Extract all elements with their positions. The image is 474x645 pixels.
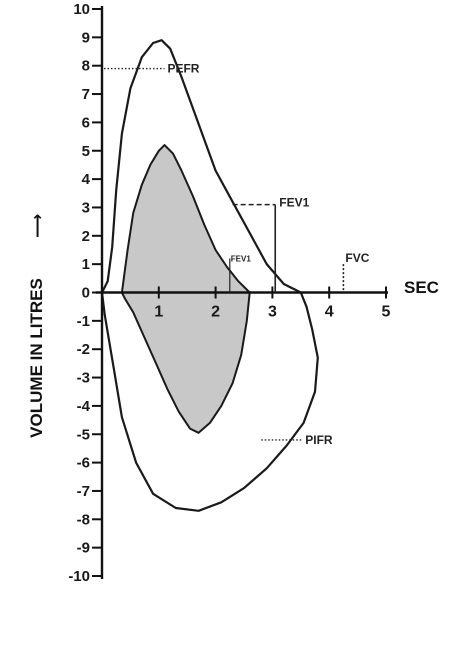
- annotations-layer: PEFR FEV1 FEV1 FVC PIFR: [104, 62, 370, 447]
- y-tick-label: 4: [82, 171, 91, 188]
- y-axis-title-group: VOLUME IN LITRES ⟶: [27, 214, 47, 438]
- x-tick-label: 3: [268, 304, 277, 321]
- annotation-label-pifr: PIFR: [305, 433, 333, 447]
- x-axis-title: SEC: [404, 278, 439, 297]
- y-tick-label: 1: [82, 256, 90, 273]
- y-tick-label: 7: [82, 86, 90, 103]
- y-tick-label: 5: [82, 143, 90, 160]
- y-tick-label: 2: [82, 228, 90, 245]
- y-axis-title: VOLUME IN LITRES: [27, 278, 46, 438]
- x-tick-label: 4: [325, 304, 334, 321]
- y-tick-label: 10: [73, 1, 90, 18]
- y-tick-label: 0: [82, 285, 90, 302]
- x-tick-label: 2: [211, 304, 220, 321]
- y-tick-label: 3: [82, 199, 90, 216]
- y-tick-label: -5: [77, 426, 90, 443]
- y-tick-label: -10: [68, 568, 90, 585]
- y-tick-label: -3: [77, 370, 90, 387]
- y-tick-label: -8: [77, 511, 90, 528]
- y-tick-label: 6: [82, 114, 90, 131]
- y-tick-label: -7: [77, 483, 90, 500]
- y-axis-arrow-icon: ⟶: [28, 214, 47, 238]
- outer-loop-series: [100, 39, 319, 512]
- y-tick-label: -2: [77, 341, 90, 358]
- y-tick-label: 8: [82, 58, 90, 75]
- y-tick-label: -4: [77, 398, 91, 415]
- annotation-label-pefr: PEFR: [167, 62, 199, 76]
- annotation-label-fvc: FVC: [345, 251, 369, 265]
- y-tick-label: 9: [82, 29, 90, 46]
- y-tick-label: -1: [77, 313, 90, 330]
- y-tick-label: -6: [77, 455, 90, 472]
- y-tick-label: -9: [77, 540, 90, 557]
- x-tick-label: 5: [382, 304, 391, 321]
- annotation-label-fev1: FEV1: [279, 196, 309, 210]
- x-tick-label: 1: [154, 304, 163, 321]
- annotation-label-fev1: FEV1: [231, 254, 252, 263]
